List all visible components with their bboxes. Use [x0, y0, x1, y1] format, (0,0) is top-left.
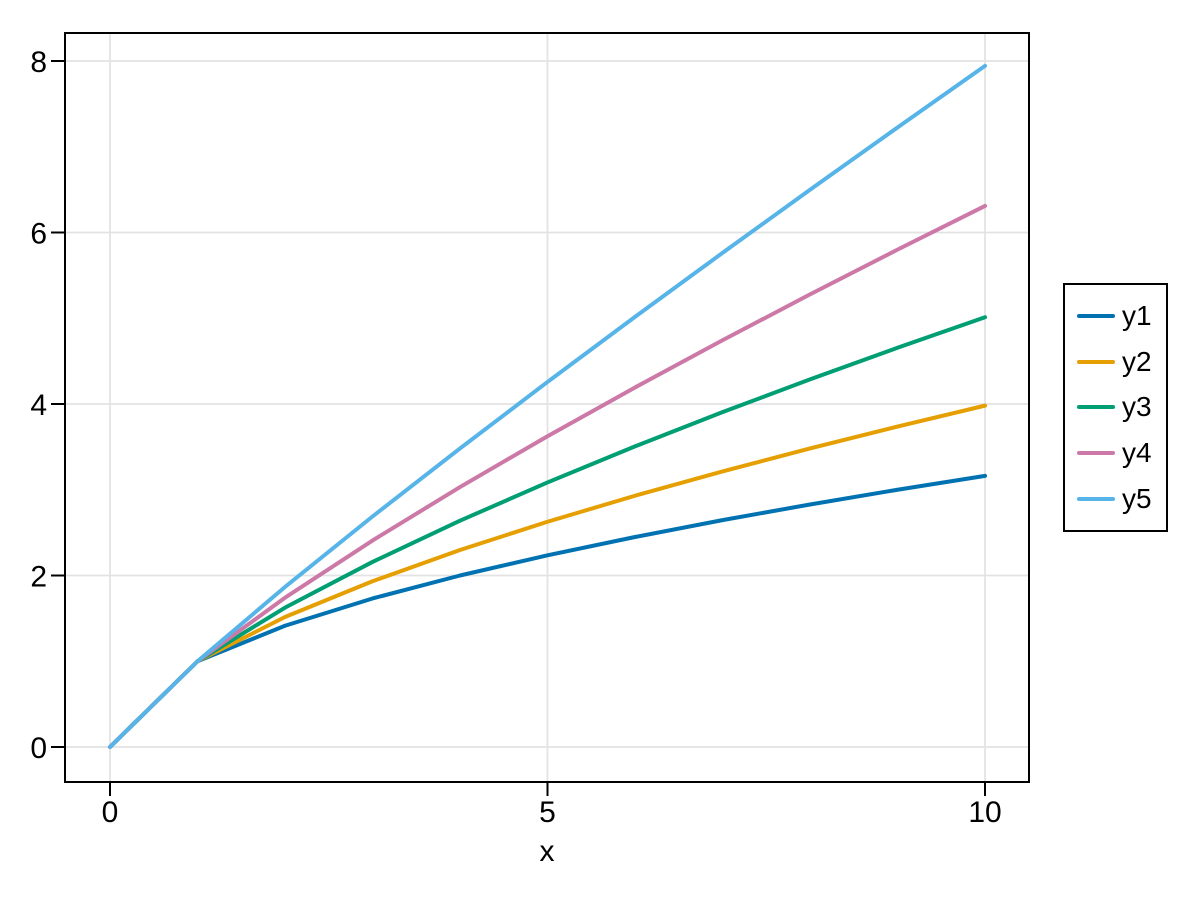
- legend-label-y2: y2: [1122, 345, 1152, 377]
- x-tick-label: 5: [539, 796, 556, 829]
- axis-ticks: [51, 60, 986, 796]
- legend-label-y4: y4: [1122, 437, 1152, 469]
- legend-entry-y4: y4: [1065, 430, 1166, 476]
- legend-label-y1: y1: [1122, 299, 1152, 331]
- series-y5-line: [108, 63, 987, 749]
- legend-entry-y5: y5: [1065, 476, 1166, 522]
- legend-swatch-y1: [1077, 313, 1115, 318]
- legend-label-y3: y3: [1122, 391, 1152, 423]
- y-tick-label: 8: [30, 46, 47, 79]
- series-y3-line: [108, 315, 987, 749]
- legend: y1 y2 y3 y4 y5: [1063, 283, 1168, 532]
- x-axis-label: x: [540, 835, 555, 868]
- y-tick-label: 2: [30, 560, 47, 593]
- y-tick-label: 0: [30, 732, 47, 765]
- series-y4-line: [108, 203, 987, 749]
- gridlines: [65, 33, 1029, 782]
- legend-swatch-y2: [1077, 359, 1115, 364]
- legend-entry-y1: y1: [1065, 293, 1166, 339]
- legend-label-y5: y5: [1122, 483, 1152, 515]
- x-tick-labels: 0 5 10: [102, 796, 1002, 829]
- legend-entry-y3: y3: [1065, 385, 1166, 431]
- series-y2-line: [108, 403, 987, 749]
- y-tick-label: 6: [30, 217, 47, 250]
- series-lines: [108, 63, 987, 749]
- x-tick-label: 10: [968, 796, 1001, 829]
- legend-swatch-y5: [1077, 497, 1115, 502]
- y-tick-label: 4: [30, 389, 47, 422]
- legend-entry-y2: y2: [1065, 339, 1166, 385]
- plot-frame: [64, 32, 1030, 783]
- series-y1-line: [108, 473, 987, 749]
- legend-swatch-y4: [1077, 451, 1115, 456]
- legend-swatch-y3: [1077, 405, 1115, 410]
- x-tick-label: 0: [102, 796, 119, 829]
- y-tick-labels: 0 2 4 6 8: [30, 46, 47, 765]
